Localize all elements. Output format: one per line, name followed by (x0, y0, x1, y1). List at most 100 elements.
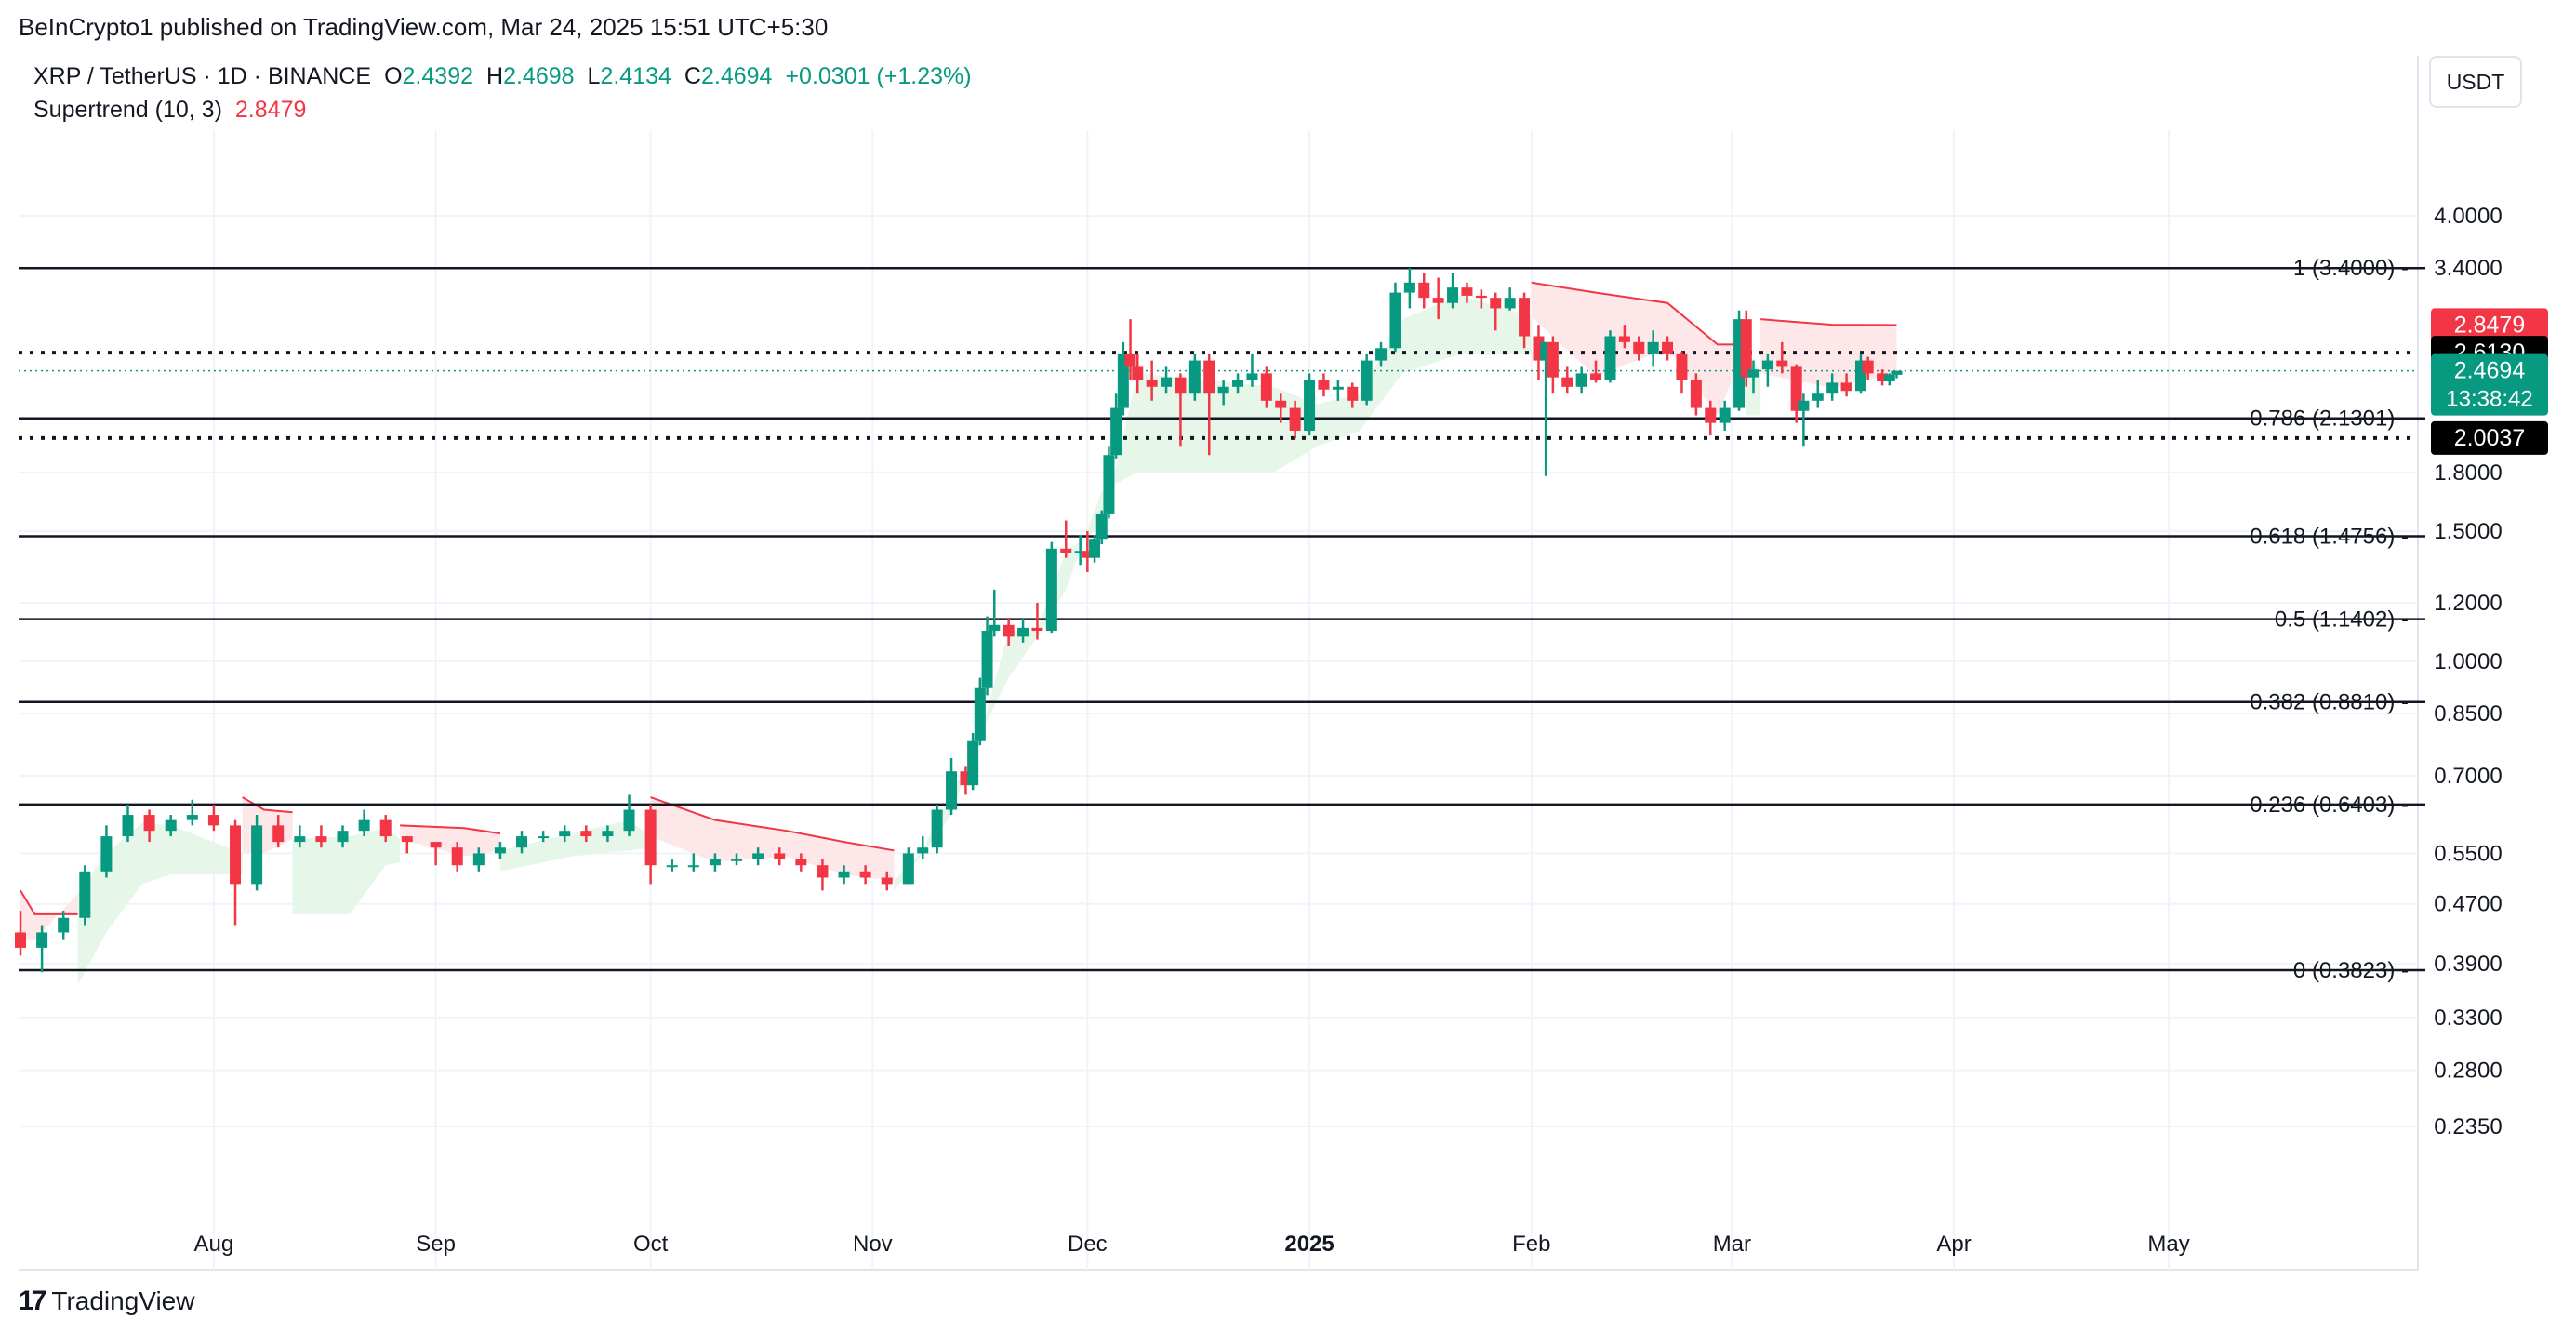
candle-body (644, 809, 657, 866)
candle-body (1790, 366, 1802, 411)
candle-body (1461, 287, 1473, 296)
candle-body (1747, 369, 1759, 378)
supertrend-line-down (1531, 281, 1746, 346)
tradingview-logo-mark: 17 (19, 1285, 46, 1316)
candle-body (251, 825, 263, 885)
grid-layer (19, 56, 2419, 1271)
candle-body (1203, 360, 1215, 394)
candle-body (1798, 400, 1810, 411)
candle-body (1575, 373, 1587, 387)
y-axis-tick-label: 1.8000 (2434, 460, 2502, 486)
candle-body (731, 859, 743, 861)
supertrend-line-down (650, 796, 895, 852)
candle-body (1074, 551, 1086, 553)
candle-body (1045, 548, 1057, 632)
candle-body (1740, 319, 1752, 378)
publisher-line: BeInCrypto1 published on TradingView.com… (19, 13, 829, 41)
candle-body (817, 865, 829, 878)
candle-body (1647, 341, 1659, 354)
tradingview-logo-text: TradingView (51, 1286, 195, 1315)
candle-body (602, 831, 614, 837)
currency-button[interactable]: USDT (2429, 56, 2522, 108)
candle-body (1347, 386, 1359, 401)
x-axis-tick-label: Dec (1068, 1232, 1108, 1257)
candle-body (1318, 380, 1330, 390)
candle-body (1332, 386, 1344, 390)
candle-body (1103, 455, 1115, 514)
candle-body (1519, 298, 1531, 337)
candle-body (1132, 366, 1144, 380)
chart-legend: XRP / TetherUS · 1D · BINANCE O2.4392 H2… (33, 63, 972, 130)
legend-close-value: 2.4694 (700, 63, 773, 89)
x-axis-tick-label: Aug (194, 1232, 234, 1257)
candle-body (989, 624, 1001, 632)
legend-ohlc-row: XRP / TetherUS · 1D · BINANCE O2.4392 H2… (33, 63, 972, 97)
candle-body (974, 687, 986, 741)
candle-body (272, 825, 285, 843)
legend-indicator-name[interactable]: Supertrend (10, 3) (33, 97, 222, 123)
supertrend-fill-up (894, 295, 1532, 891)
fib-level-label: 0.786 (2.1301) - (2250, 406, 2409, 432)
supertrend-line-down (1760, 318, 1897, 326)
fib-level-label: 1 (3.4000) - (2293, 256, 2409, 281)
candle-body (1662, 341, 1674, 354)
candle-body (315, 836, 327, 843)
candle-body (917, 847, 929, 854)
supertrend-fill-up (292, 828, 401, 914)
supertrend-line-down (242, 796, 293, 814)
candle-body (666, 865, 678, 868)
candle-body (1060, 548, 1072, 553)
candle-body (1389, 292, 1401, 349)
y-axis-tick-label: 1.5000 (2434, 519, 2502, 544)
fibonacci-layer: 1 (3.4000) - 0.786 (2.1301) - 0.618 (1.475… (19, 256, 2425, 983)
tradingview-logo[interactable]: 17 TradingView (19, 1285, 194, 1317)
candle-body (430, 842, 442, 848)
candle-body (1761, 360, 1773, 370)
candle-body (1003, 624, 1015, 637)
candle-body (1232, 380, 1244, 387)
legend-open-value: 2.4392 (402, 63, 473, 89)
candle-body (1475, 295, 1487, 299)
candle-body (1146, 380, 1158, 387)
x-axis-tick-label: Feb (1512, 1232, 1550, 1257)
y-axis-tick-label: 0.3900 (2434, 952, 2502, 977)
axis-layer: 4.0000 3.4000 1.8000 1.5000 1.2000 1.0000 0.85… (194, 204, 2503, 1257)
candle-body (1403, 282, 1415, 293)
candle-body (230, 825, 242, 885)
candle-body (1110, 407, 1122, 456)
y-axis-tick-label: 0.4700 (2434, 892, 2502, 917)
candle-body (709, 859, 721, 866)
candle-body (1289, 407, 1301, 431)
legend-high-label: H (486, 63, 504, 89)
candle-body (1776, 360, 1788, 367)
candle-body (1877, 373, 1889, 381)
candle-body (294, 836, 306, 843)
candle-body (1504, 298, 1516, 309)
candle-body (881, 877, 893, 885)
candle-body (207, 815, 219, 826)
candle-body (1676, 353, 1688, 380)
legend-symbol[interactable]: XRP / TetherUS · 1D · BINANCE (33, 63, 372, 89)
candle-body (559, 831, 571, 837)
candle-body (165, 819, 177, 832)
candle-body (946, 771, 958, 810)
candle-body (902, 853, 914, 885)
candle-body (931, 809, 943, 848)
candle-body (1375, 348, 1388, 361)
last-price-tag-bg (2431, 353, 2548, 416)
last-price-tag-label: 2.4694 (2454, 358, 2526, 384)
candle-body (143, 815, 155, 832)
supertrend-fill-up (77, 822, 243, 986)
candle-body (967, 740, 979, 786)
supertrend-fill-down (20, 890, 78, 940)
candle-body (494, 847, 506, 854)
candle-body (1705, 407, 1717, 423)
legend-low-value: 2.4134 (600, 63, 671, 89)
legend-indicator-value: 2.8479 (234, 97, 307, 123)
supertrend-price-tag-bg (2431, 308, 2548, 342)
candle-body (1188, 360, 1201, 394)
candle-body (1862, 360, 1874, 374)
candle-body (1604, 336, 1616, 380)
candle-body (1275, 400, 1287, 408)
